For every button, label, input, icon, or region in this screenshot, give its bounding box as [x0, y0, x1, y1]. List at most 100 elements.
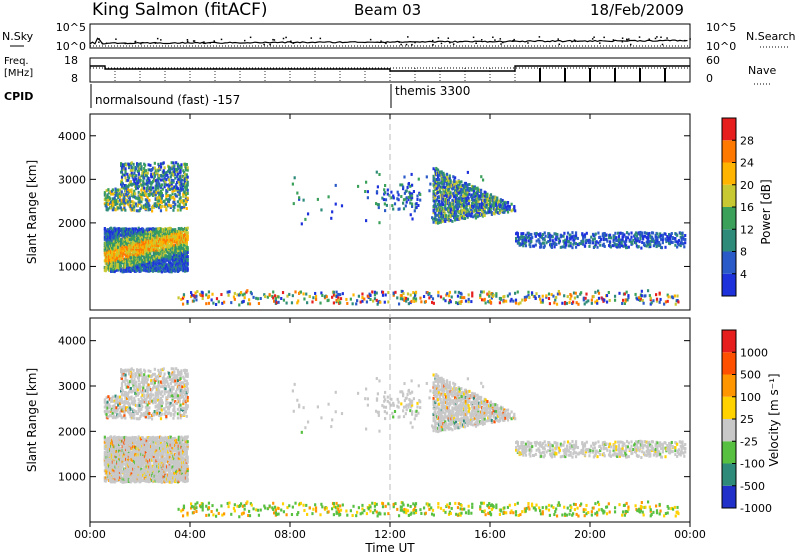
power-cell [221, 301, 224, 305]
power-cell [600, 237, 603, 241]
nsky-point [513, 38, 515, 41]
power-cell [567, 244, 570, 248]
power-cell [454, 176, 457, 180]
velocity-cell [126, 459, 130, 463]
power-cell [627, 245, 630, 249]
power-cell [475, 203, 478, 207]
power-cell [185, 178, 188, 182]
power-cell [129, 200, 132, 204]
power-cell [437, 178, 441, 182]
nsky-point [431, 39, 434, 42]
power-cell [136, 186, 140, 190]
power-cell [594, 300, 597, 304]
power-cell [649, 243, 652, 247]
power-cell [449, 207, 452, 211]
power-cell [167, 200, 171, 204]
power-cell [656, 241, 659, 245]
power-cell [168, 171, 172, 175]
power-cell [572, 291, 576, 295]
power-cell [449, 202, 452, 206]
power-cell [157, 199, 160, 203]
power-cell [394, 290, 397, 294]
power-cell [107, 207, 110, 211]
power-cell [442, 171, 445, 175]
power-cell [115, 192, 118, 196]
power-cell [277, 295, 280, 299]
power-cell [438, 189, 441, 193]
power-cell [490, 296, 493, 300]
power-cell [164, 204, 167, 208]
power-cell [170, 270, 173, 274]
power-cell [684, 238, 687, 242]
power-cell [627, 296, 630, 300]
power-cell [170, 184, 173, 188]
power-cell [112, 250, 115, 254]
power-cell [449, 179, 452, 183]
power-cell [384, 293, 387, 297]
velocity-cell [122, 461, 125, 465]
power-cell [157, 186, 160, 190]
power-cell [591, 238, 595, 242]
power-cell [167, 165, 171, 169]
power-cell [379, 300, 382, 304]
power-cell [386, 188, 389, 192]
power-cell [664, 300, 668, 304]
power-cell [413, 299, 416, 303]
velocity-cell [134, 438, 137, 442]
power-cell [105, 255, 108, 259]
power-cell [124, 171, 127, 175]
power-cell [126, 265, 130, 269]
power-cell [464, 194, 467, 198]
power-cell [131, 193, 134, 197]
power-cell [522, 232, 525, 236]
power-cell [165, 197, 168, 201]
power-cell [121, 173, 124, 177]
power-cell [477, 210, 480, 214]
power-cell [485, 211, 488, 215]
power-cell [419, 198, 422, 202]
power-cell [334, 202, 337, 206]
power-cell [181, 296, 185, 300]
power-cell [149, 227, 152, 231]
power-cell [446, 292, 449, 296]
nsky-point [480, 39, 483, 41]
power-cell [142, 179, 145, 183]
power-cell [168, 187, 171, 191]
power-cell [563, 300, 567, 304]
power-cell [547, 239, 550, 243]
power-cell [669, 234, 672, 238]
power-cell [113, 196, 116, 200]
power-cell [435, 221, 438, 225]
power-cell [625, 290, 628, 294]
velocity-cell [109, 466, 113, 470]
power-cell [373, 293, 377, 297]
power-cell [381, 196, 384, 200]
nave-tick-low: 0 [706, 72, 713, 85]
power-cell [223, 300, 226, 304]
nsky-point [527, 42, 529, 44]
power-cell [120, 198, 123, 202]
nsky-point [494, 39, 496, 41]
power-cell [134, 168, 137, 172]
power-cell [458, 209, 461, 213]
power-cell [384, 191, 387, 195]
power-cell [160, 270, 163, 274]
power-cell [634, 292, 637, 296]
power-cell [391, 204, 394, 208]
power-cell [346, 301, 349, 305]
power-cell [648, 240, 651, 244]
power-cell [340, 204, 344, 208]
power-cell [120, 182, 123, 186]
power-cell [440, 211, 443, 215]
power-cell [184, 196, 188, 200]
power-cell [474, 216, 478, 220]
power-cell [365, 219, 368, 223]
power-cell [142, 247, 145, 251]
power-cell [131, 206, 134, 210]
power-cell [172, 208, 175, 212]
power-cell [367, 294, 370, 298]
power-cell [597, 231, 600, 235]
power-cell [455, 193, 459, 197]
power-cell [145, 186, 148, 190]
